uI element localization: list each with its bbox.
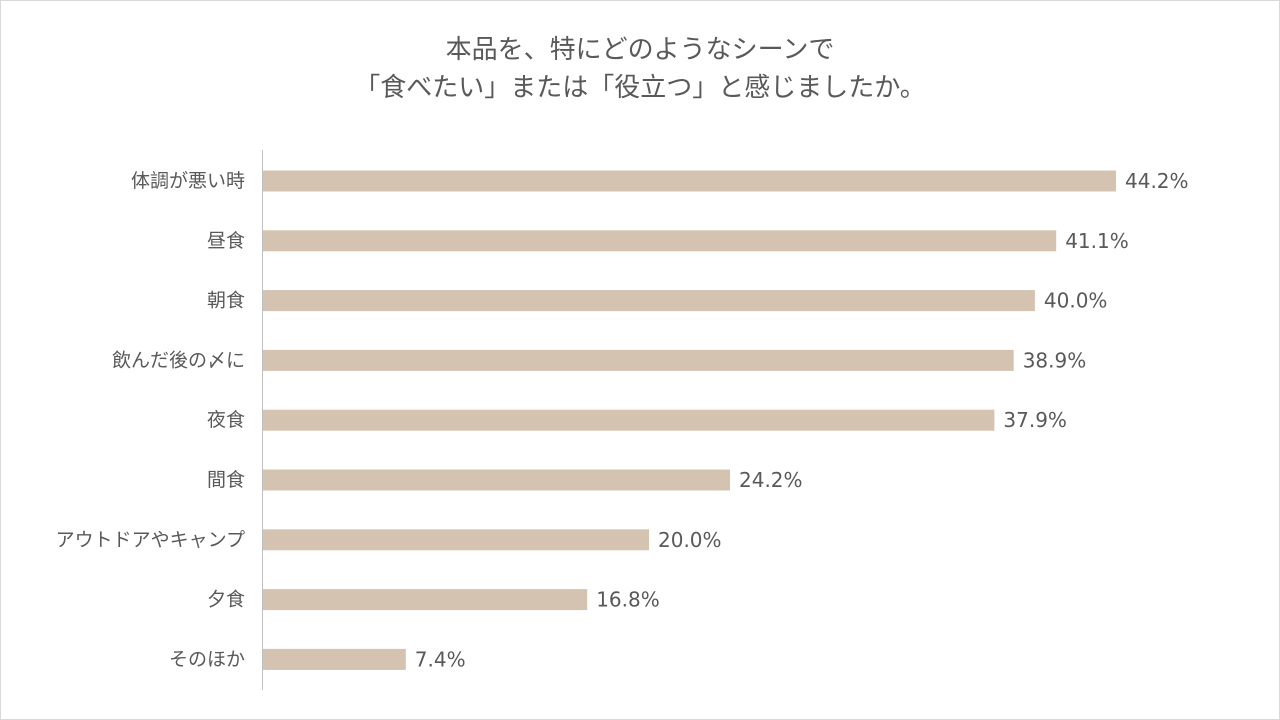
value-label-7: 20.0% [658,528,722,552]
bar-8 [263,589,588,611]
value-label-5: 37.9% [1003,408,1067,432]
value-label-3: 40.0% [1044,289,1108,313]
bar-4 [263,349,1014,371]
value-label-6: 24.2% [739,468,803,492]
category-label-8: 夕食 [207,589,245,611]
bar-1 [263,170,1116,192]
chart-title-line-2: 「食べたい」または「役立つ」と感じましたか。 [354,73,926,103]
category-label-4: 飲んだ後の〆に [112,349,245,371]
bar-9 [263,648,406,670]
bar-2 [263,230,1057,252]
value-label-1: 44.2% [1125,169,1189,193]
value-label-8: 16.8% [596,588,660,612]
category-label-7: アウトドアやキャンプ [56,529,245,551]
category-label-1: 体調が悪い時 [131,170,245,192]
bar-5 [263,409,995,431]
category-label-9: そのほか [169,648,245,670]
bar-6 [263,469,730,491]
bars-layer: 体調が悪い時 44.2% 昼食 41.1% 朝食 40.0% 飲んだ後の〆に 38.9% 夜食 3… [56,169,1189,671]
value-label-4: 38.9% [1023,348,1087,372]
bar-7 [263,529,649,551]
chart-title-line-1: 本品を、特にどのようなシーンで [445,35,835,65]
category-label-5: 夜食 [207,409,245,431]
chart-title: 本品を、特にどのようなシーンで 「食べたい」または「役立つ」と感じましたか。 [1,31,1279,107]
category-label-2: 昼食 [207,230,245,252]
value-label-9: 7.4% [415,647,466,671]
category-label-6: 間食 [207,469,245,491]
bar-3 [263,290,1035,312]
value-label-2: 41.1% [1065,229,1129,253]
category-label-3: 朝食 [207,290,245,312]
